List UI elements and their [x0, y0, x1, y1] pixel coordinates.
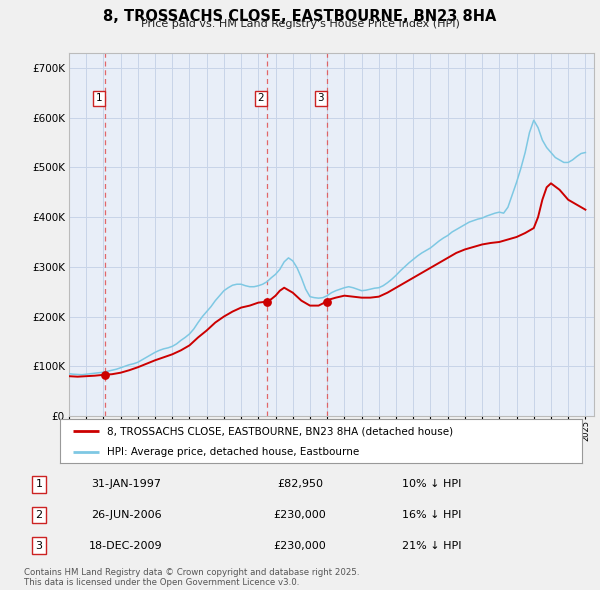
- Text: £82,950: £82,950: [277, 480, 323, 489]
- Text: 8, TROSSACHS CLOSE, EASTBOURNE, BN23 8HA: 8, TROSSACHS CLOSE, EASTBOURNE, BN23 8HA: [103, 9, 497, 24]
- Text: 10% ↓ HPI: 10% ↓ HPI: [402, 480, 461, 489]
- Point: [262, 297, 272, 306]
- Text: £230,000: £230,000: [274, 541, 326, 550]
- Text: 3: 3: [35, 541, 43, 550]
- Point: [100, 370, 110, 379]
- Text: 3: 3: [317, 93, 324, 103]
- Text: 8, TROSSACHS CLOSE, EASTBOURNE, BN23 8HA (detached house): 8, TROSSACHS CLOSE, EASTBOURNE, BN23 8HA…: [107, 427, 453, 436]
- Text: 2: 2: [35, 510, 43, 520]
- Text: HPI: Average price, detached house, Eastbourne: HPI: Average price, detached house, East…: [107, 447, 359, 457]
- Text: 31-JAN-1997: 31-JAN-1997: [91, 480, 161, 489]
- Text: 16% ↓ HPI: 16% ↓ HPI: [402, 510, 461, 520]
- Text: 26-JUN-2006: 26-JUN-2006: [91, 510, 161, 520]
- Text: Price paid vs. HM Land Registry's House Price Index (HPI): Price paid vs. HM Land Registry's House …: [140, 19, 460, 30]
- Text: 1: 1: [95, 93, 102, 103]
- Text: Contains HM Land Registry data © Crown copyright and database right 2025.
This d: Contains HM Land Registry data © Crown c…: [24, 568, 359, 587]
- Text: 18-DEC-2009: 18-DEC-2009: [89, 541, 163, 550]
- Text: 1: 1: [35, 480, 43, 489]
- Point: [322, 297, 331, 306]
- Text: 2: 2: [257, 93, 264, 103]
- Text: 21% ↓ HPI: 21% ↓ HPI: [402, 541, 461, 550]
- Text: £230,000: £230,000: [274, 510, 326, 520]
